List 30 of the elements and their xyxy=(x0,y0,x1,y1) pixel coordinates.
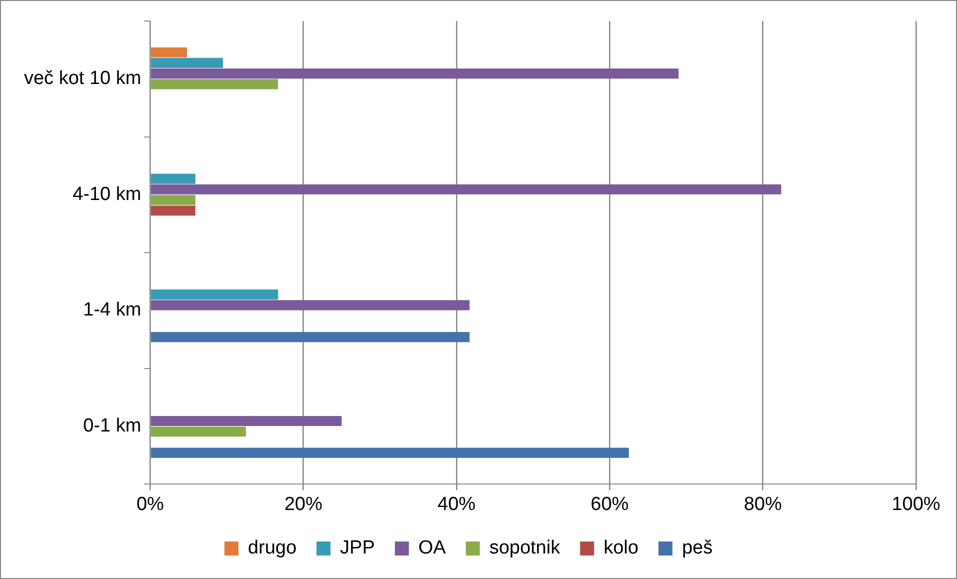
x-tick-label: 40% xyxy=(438,494,476,515)
bar xyxy=(150,194,196,206)
bar xyxy=(150,47,187,58)
legend-label: JPP xyxy=(340,538,375,559)
bar xyxy=(150,174,196,184)
y-tick-label: 4-10 km xyxy=(72,184,142,205)
y-tick-label: več kot 10 km xyxy=(24,68,142,90)
x-tick-label: 20% xyxy=(284,494,322,515)
bar xyxy=(150,184,782,194)
x-tick-label: 60% xyxy=(590,494,629,515)
legend-label: sopotnik xyxy=(489,538,561,559)
bar xyxy=(150,300,470,310)
bar xyxy=(150,290,278,300)
x-tick-label: 0% xyxy=(136,494,164,515)
legend-label: OA xyxy=(418,538,446,559)
legend-label: drugo xyxy=(248,538,297,559)
bar xyxy=(150,68,679,79)
bar xyxy=(150,58,223,68)
bar xyxy=(150,332,470,342)
bar xyxy=(150,448,629,458)
bar xyxy=(150,416,342,426)
x-tick-label: 80% xyxy=(744,494,782,515)
bar xyxy=(150,426,246,437)
y-tick-label: 0-1 km xyxy=(83,416,142,437)
y-tick-label: 1-4 km xyxy=(83,300,142,321)
legend-label: kolo xyxy=(604,538,638,559)
legend-label: peš xyxy=(682,538,713,559)
bar xyxy=(150,206,196,216)
x-tick-label: 100% xyxy=(892,494,940,515)
bar xyxy=(150,79,278,90)
